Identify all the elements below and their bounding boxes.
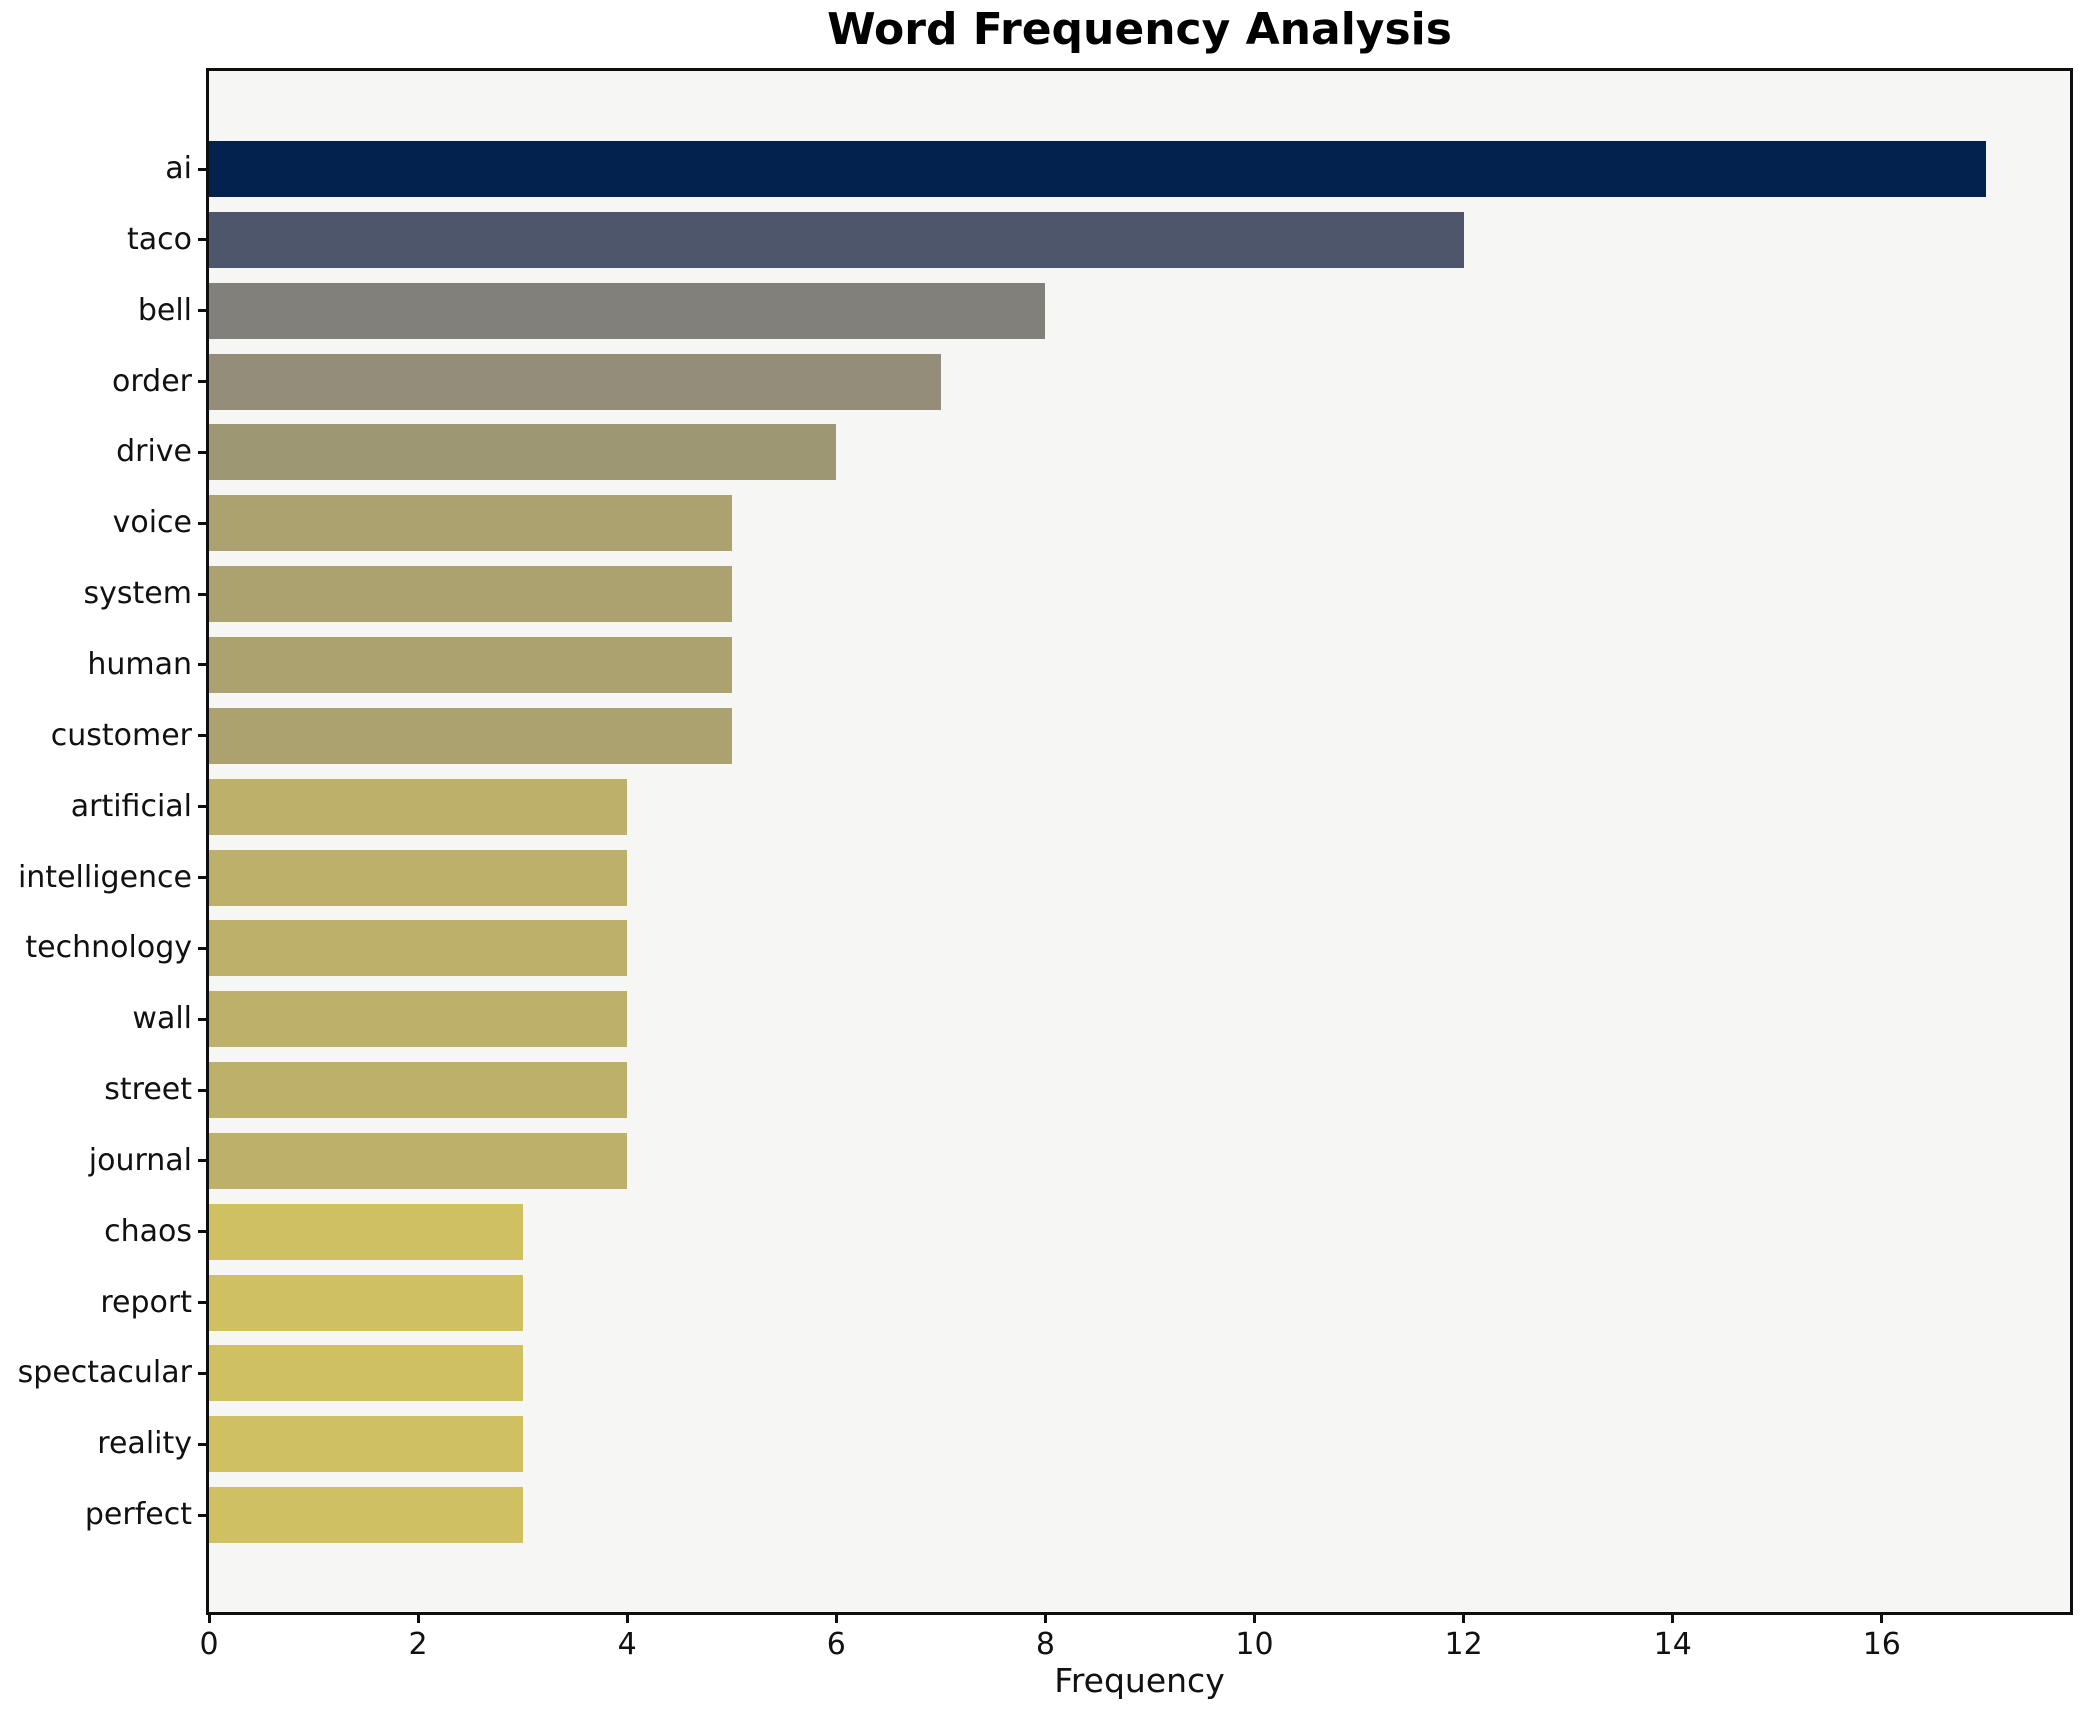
- xtick-mark: [1043, 1615, 1047, 1623]
- ytick-mark: [198, 450, 206, 454]
- ytick-mark: [198, 1230, 206, 1234]
- xtick-label-16: 16: [1862, 1627, 1901, 1662]
- bar-reality: [209, 1416, 523, 1473]
- x-axis-label: Frequency: [1054, 1661, 1225, 1700]
- ytick-label-bell: bell: [137, 292, 192, 328]
- ytick-label-chaos: chaos: [104, 1213, 192, 1249]
- xtick-label-10: 10: [1235, 1627, 1274, 1662]
- bar-ai: [209, 141, 1987, 197]
- ytick-label-order: order: [112, 363, 192, 399]
- ytick-mark: [198, 1371, 206, 1375]
- xtick-mark: [1462, 1615, 1466, 1623]
- bar-street: [209, 1062, 628, 1119]
- ytick-mark: [198, 592, 206, 596]
- ytick-label-journal: journal: [88, 1142, 192, 1178]
- bar-voice: [209, 495, 732, 552]
- ytick-mark: [198, 946, 206, 950]
- xtick-mark: [625, 1615, 629, 1623]
- ytick-mark: [198, 876, 206, 879]
- ytick-label-perfect: perfect: [84, 1497, 192, 1533]
- ytick-label-artificial: artificial: [70, 788, 192, 824]
- ytick-label-street: street: [104, 1072, 192, 1108]
- ytick-mark: [198, 1017, 206, 1021]
- xtick-mark: [207, 1615, 211, 1623]
- ytick-label-reality: reality: [97, 1426, 192, 1462]
- xtick-label-2: 2: [408, 1627, 428, 1662]
- bar-journal: [209, 1132, 628, 1189]
- ytick-label-human: human: [87, 646, 192, 682]
- chart-title: Word Frequency Analysis: [827, 4, 1452, 55]
- bar-bell: [209, 282, 1046, 339]
- bar-wall: [209, 991, 628, 1048]
- ytick-label-technology: technology: [25, 930, 192, 966]
- ytick-mark: [198, 1513, 206, 1517]
- bar-perfect: [209, 1487, 523, 1544]
- ytick-mark: [198, 238, 206, 242]
- bar-report: [209, 1274, 523, 1331]
- ytick-mark: [198, 805, 206, 809]
- xtick-mark: [416, 1615, 420, 1623]
- ytick-mark: [198, 1442, 206, 1446]
- bar-spectacular: [209, 1345, 523, 1402]
- bar-chaos: [209, 1203, 523, 1260]
- ytick-mark: [198, 1301, 206, 1305]
- ytick-label-system: system: [83, 576, 192, 612]
- ytick-mark: [198, 167, 206, 171]
- xtick-label-4: 4: [617, 1627, 637, 1662]
- ytick-label-customer: customer: [50, 717, 192, 753]
- xtick-label-6: 6: [826, 1627, 846, 1662]
- ytick-mark: [198, 309, 206, 313]
- bar-customer: [209, 707, 732, 764]
- ytick-label-taco: taco: [127, 221, 192, 257]
- ytick-label-intelligence: intelligence: [17, 859, 192, 895]
- bar-drive: [209, 424, 837, 481]
- ytick-mark: [198, 1159, 206, 1163]
- ytick-mark: [198, 734, 206, 738]
- bar-order: [209, 353, 941, 410]
- xtick-mark: [1253, 1615, 1256, 1623]
- ytick-mark: [198, 1088, 206, 1092]
- xtick-mark: [1671, 1615, 1675, 1623]
- plot-area: [206, 68, 2073, 1615]
- bar-system: [209, 566, 732, 623]
- ytick-label-spectacular: spectacular: [17, 1355, 192, 1391]
- bar-artificial: [209, 778, 628, 835]
- ytick-label-report: report: [100, 1284, 192, 1320]
- xtick-label-8: 8: [1035, 1627, 1055, 1662]
- xtick-mark: [834, 1615, 838, 1623]
- bar-taco: [209, 211, 1464, 268]
- bar-intelligence: [209, 849, 628, 906]
- ytick-label-ai: ai: [165, 151, 192, 186]
- ytick-mark: [198, 380, 206, 384]
- ytick-mark: [198, 663, 206, 667]
- xtick-label-12: 12: [1444, 1627, 1483, 1662]
- bar-technology: [209, 920, 628, 977]
- xtick-label-0: 0: [199, 1627, 219, 1662]
- xtick-mark: [1880, 1615, 1884, 1623]
- bar-human: [209, 636, 732, 693]
- ytick-label-drive: drive: [116, 434, 192, 470]
- xtick-label-14: 14: [1653, 1627, 1692, 1662]
- ytick-label-voice: voice: [112, 505, 192, 541]
- ytick-mark: [198, 521, 206, 525]
- ytick-label-wall: wall: [132, 1001, 192, 1037]
